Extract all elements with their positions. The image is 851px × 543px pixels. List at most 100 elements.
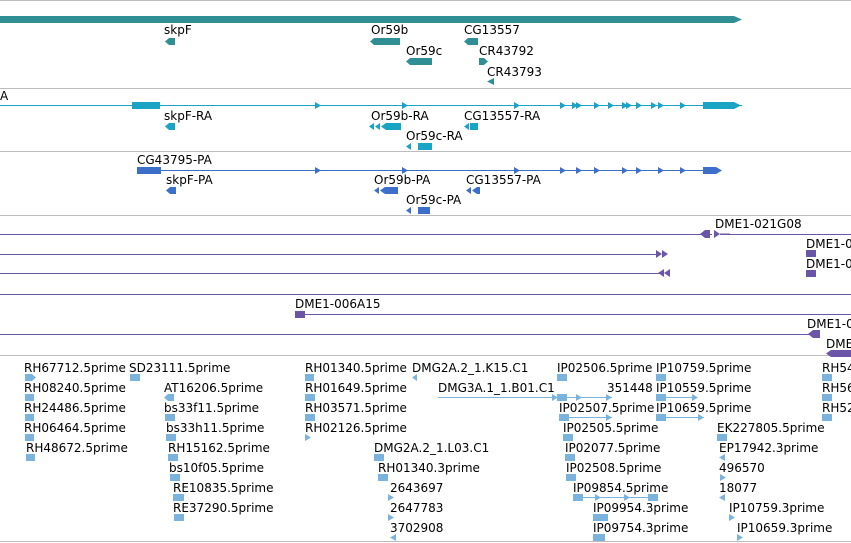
est-glyph[interactable] bbox=[576, 394, 582, 401]
gene-glyph-cr43793[interactable] bbox=[487, 78, 494, 85]
est-glyph[interactable] bbox=[25, 374, 36, 381]
clone-line-3[interactable] bbox=[0, 273, 660, 274]
est-label[interactable]: IP02077.5prime bbox=[565, 441, 661, 455]
gene-label-cg13557[interactable]: CG13557 bbox=[464, 23, 520, 37]
est-glyph[interactable] bbox=[624, 494, 630, 501]
est-label[interactable]: AT16206.5prime bbox=[164, 381, 264, 395]
est-glyph[interactable] bbox=[557, 394, 567, 401]
gene-label-or59b[interactable]: Or59b bbox=[371, 23, 409, 37]
est-label[interactable]: 18077 bbox=[719, 481, 758, 495]
transcript-edge-label[interactable]: A bbox=[0, 89, 9, 103]
est-glyph[interactable] bbox=[822, 414, 832, 421]
est-label[interactable]: IP02507.5prime bbox=[559, 401, 655, 415]
transcript-glyph-skpf-ra[interactable] bbox=[165, 123, 175, 130]
est-label[interactable]: IP10759.5prime bbox=[656, 361, 752, 375]
est-glyph[interactable] bbox=[717, 434, 727, 441]
est-label[interactable]: RE37290.5prime bbox=[173, 501, 274, 515]
est-glyph[interactable] bbox=[737, 534, 743, 541]
est-glyph[interactable] bbox=[822, 374, 832, 381]
est-label[interactable]: IP09854.5prime bbox=[573, 481, 669, 495]
est-label[interactable]: EP17942.3prime bbox=[719, 441, 819, 455]
est-label[interactable]: 3702908 bbox=[390, 521, 444, 535]
est-label[interactable]: EK227805.5prime bbox=[717, 421, 825, 435]
est-glyph[interactable] bbox=[305, 414, 315, 421]
transcript-label-or59c-ra[interactable]: Or59c-RA bbox=[406, 129, 463, 143]
transcript-label-cg13557-pa[interactable]: CG13557-PA bbox=[466, 173, 541, 187]
est-glyph[interactable] bbox=[388, 514, 394, 521]
est-label[interactable]: bs33f11.5prime bbox=[164, 401, 260, 415]
est-glyph[interactable] bbox=[559, 414, 569, 421]
clone-line-1[interactable] bbox=[0, 234, 712, 235]
est-glyph[interactable] bbox=[719, 454, 725, 461]
transcript-glyph-cg13557-ra[interactable] bbox=[464, 123, 478, 130]
transcript-label-or59b-pa[interactable]: Or59b-PA bbox=[374, 173, 431, 187]
est-line[interactable] bbox=[575, 497, 655, 498]
est-label[interactable]: IP10559.5prime bbox=[656, 381, 752, 395]
transcript-glyph-cg13557-pa[interactable] bbox=[466, 187, 480, 194]
est-glyph[interactable] bbox=[165, 414, 175, 421]
est-glyph[interactable] bbox=[166, 434, 176, 441]
est-glyph[interactable] bbox=[168, 454, 178, 461]
transcript-exons-pa[interactable] bbox=[0, 165, 725, 177]
clone-label-6[interactable]: DME bbox=[826, 337, 851, 351]
transcript-glyph-or59b-pa[interactable] bbox=[374, 187, 398, 194]
est-label[interactable]: IP02505.5prime bbox=[563, 421, 659, 435]
est-glyph[interactable] bbox=[374, 454, 384, 461]
est-label[interactable]: IP09754.3prime bbox=[593, 521, 689, 535]
est-label[interactable]: 351448 bbox=[607, 381, 653, 395]
est-glyph[interactable] bbox=[305, 374, 314, 381]
est-glyph[interactable] bbox=[593, 534, 605, 541]
est-label[interactable]: RH56 bbox=[822, 381, 851, 395]
transcript-glyph-or59b-ra[interactable] bbox=[369, 123, 401, 130]
clone-label-5[interactable]: DME1-0 bbox=[807, 317, 851, 331]
est-glyph[interactable] bbox=[656, 374, 666, 381]
est-glyph[interactable] bbox=[552, 394, 558, 401]
est-glyph[interactable] bbox=[557, 374, 567, 381]
est-glyph[interactable] bbox=[25, 414, 34, 421]
est-label[interactable]: RH67712.5prime bbox=[24, 361, 126, 375]
est-label[interactable]: RH01340.5prime bbox=[305, 361, 407, 375]
est-label[interactable]: RH01649.5prime bbox=[305, 381, 407, 395]
est-line[interactable] bbox=[562, 417, 612, 418]
gene-label-cr43793[interactable]: CR43793 bbox=[487, 65, 542, 79]
transcript-glyph-skpf-pa[interactable] bbox=[166, 187, 176, 194]
est-glyph[interactable] bbox=[412, 374, 421, 381]
est-label[interactable]: SD23111.5prime bbox=[129, 361, 231, 375]
est-glyph[interactable] bbox=[305, 394, 315, 401]
clone-label-2[interactable]: DME1-0 bbox=[806, 237, 851, 251]
est-glyph[interactable] bbox=[388, 494, 394, 501]
est-label[interactable]: 2643697 bbox=[390, 481, 444, 495]
gene-glyph-cr43792[interactable] bbox=[479, 58, 488, 65]
transcript-label-cg13557-ra[interactable]: CG13557-RA bbox=[464, 109, 541, 123]
est-glyph[interactable] bbox=[698, 414, 704, 421]
est-label[interactable]: RH15162.5prime bbox=[168, 441, 270, 455]
gene-label-cr43792[interactable]: CR43792 bbox=[479, 44, 534, 58]
est-glyph[interactable] bbox=[170, 474, 180, 481]
est-label[interactable]: DMG3A.1_1.B01.C1 bbox=[438, 381, 555, 395]
est-glyph[interactable] bbox=[173, 494, 184, 501]
est-glyph[interactable] bbox=[648, 494, 658, 501]
est-glyph[interactable] bbox=[174, 514, 184, 521]
est-line[interactable] bbox=[656, 397, 696, 398]
clone-line-4a[interactable] bbox=[0, 294, 851, 295]
clone-line-4[interactable] bbox=[300, 314, 851, 315]
est-label[interactable]: RH24486.5prime bbox=[24, 401, 126, 415]
est-glyph[interactable] bbox=[593, 514, 608, 521]
est-glyph[interactable] bbox=[606, 414, 612, 421]
gene-glyph-skpf[interactable] bbox=[165, 38, 175, 45]
est-glyph[interactable] bbox=[563, 434, 573, 441]
est-glyph[interactable] bbox=[606, 394, 612, 401]
est-label[interactable]: DMG2A.2_1.K15.C1 bbox=[412, 361, 529, 375]
est-label[interactable]: RE10835.5prime bbox=[173, 481, 274, 495]
transcript-label-cg43795-pa[interactable]: CG43795-PA bbox=[137, 153, 212, 167]
est-line[interactable] bbox=[562, 397, 612, 398]
est-label[interactable]: DMG2A.2_1.L03.C1 bbox=[374, 441, 490, 455]
transcript-label-or59b-ra[interactable]: Or59b-RA bbox=[371, 109, 429, 123]
clone-label-3[interactable]: DME1-0 bbox=[806, 257, 851, 271]
est-label[interactable]: RH01340.3prime bbox=[378, 461, 480, 475]
est-label[interactable]: RH52 bbox=[822, 401, 851, 415]
clone-label-1[interactable]: DME1-021G08 bbox=[715, 217, 802, 231]
est-label[interactable]: IP02508.5prime bbox=[566, 461, 662, 475]
est-label[interactable]: bs10f05.5prime bbox=[169, 461, 265, 475]
est-label[interactable]: 2647783 bbox=[390, 501, 444, 515]
